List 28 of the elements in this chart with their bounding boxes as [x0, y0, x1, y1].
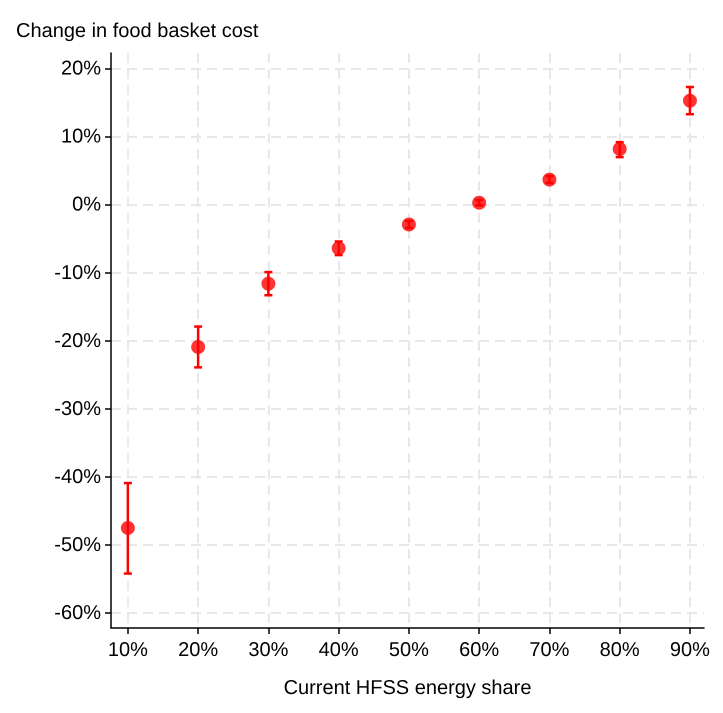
- x-tick-label: 40%: [318, 639, 359, 661]
- y-tick-label: -60%: [54, 602, 102, 624]
- y-tick-label: -40%: [54, 466, 102, 488]
- x-tick-label: 10%: [108, 639, 148, 661]
- y-tick-label: -10%: [54, 262, 102, 284]
- y-tick-label: 0%: [72, 194, 102, 216]
- point: [402, 217, 416, 232]
- x-tick-label: 20%: [178, 639, 218, 661]
- point: [612, 142, 627, 156]
- y-tick-label: 10%: [60, 126, 102, 148]
- x-axis-title: Current HFSS energy share: [284, 677, 532, 699]
- point: [261, 276, 276, 291]
- y-tick-label: -30%: [54, 398, 102, 420]
- x-tick-label: 70%: [529, 639, 570, 661]
- y-tick-label: 20%: [60, 58, 102, 80]
- x-tick-label: 30%: [248, 639, 289, 661]
- y-tick-label: -50%: [54, 534, 102, 556]
- x-tick-label: 60%: [459, 639, 500, 661]
- x-tick-label: 80%: [600, 639, 640, 661]
- point: [472, 196, 486, 210]
- y-tick-label: -20%: [54, 330, 102, 352]
- x-tick-label: 90%: [670, 639, 710, 661]
- point: [542, 172, 556, 187]
- point: [682, 94, 697, 108]
- point: [191, 340, 206, 354]
- y-axis-title: Change in food basket cost: [16, 20, 259, 42]
- point: [120, 520, 135, 535]
- x-tick-label: 50%: [388, 639, 430, 661]
